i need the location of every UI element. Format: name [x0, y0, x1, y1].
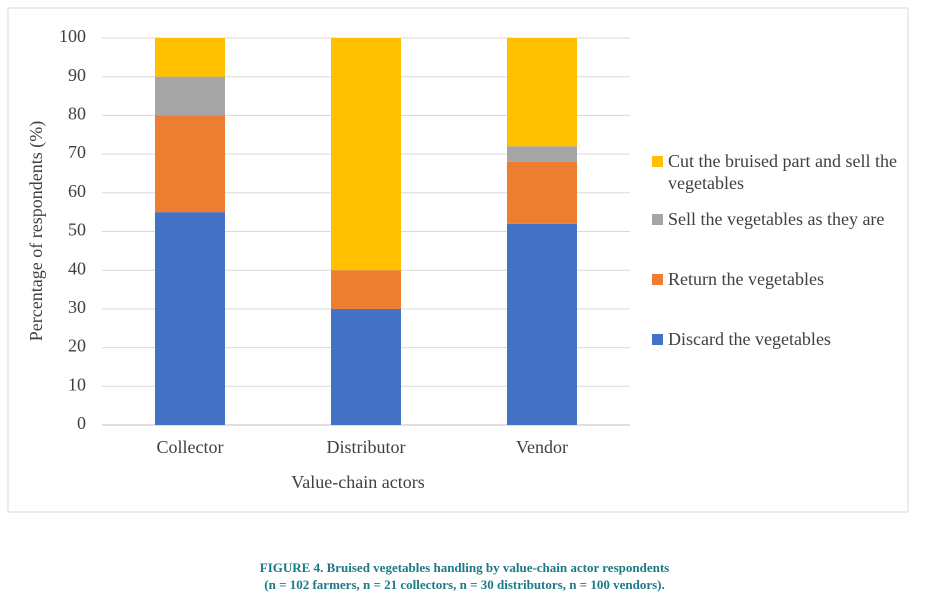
- bar-segment: [155, 38, 225, 77]
- legend-swatch: [652, 214, 663, 225]
- y-tick-label: 80: [68, 104, 86, 124]
- y-tick-label: 70: [68, 142, 86, 162]
- caption: FIGURE 4. Bruised vegetables handling by…: [259, 560, 670, 575]
- bar-segment: [331, 270, 401, 309]
- legend-label: Discard the vegetables: [668, 329, 831, 349]
- legend-swatch: [652, 334, 663, 345]
- legend-label: Return the vegetables: [668, 269, 824, 289]
- bar-segment: [331, 38, 401, 271]
- y-tick-label: 30: [68, 297, 86, 317]
- x-tick-label: Vendor: [516, 437, 568, 457]
- y-tick-label: 40: [68, 258, 86, 278]
- y-tick-label: 20: [68, 336, 86, 356]
- y-tick-label: 10: [68, 374, 86, 394]
- chart-frame: [7, 7, 909, 513]
- bar-segment: [507, 146, 577, 162]
- legend-item: Cut the bruised part and sell the vegeta…: [652, 150, 913, 194]
- x-tick-label: Collector: [157, 437, 224, 457]
- y-tick-label: 50: [68, 220, 86, 240]
- bar-segment: [331, 308, 401, 425]
- legend-label: Sell the vegetables as they are: [668, 209, 885, 229]
- bar-segment: [155, 115, 225, 213]
- legend-swatch: [652, 156, 663, 167]
- x-axis-label: Value-chain actors: [291, 472, 424, 492]
- legend-label: Cut the bruised part and sell the vegeta…: [668, 151, 897, 193]
- y-tick-label: 0: [77, 413, 86, 433]
- legend-item: Discard the vegetables: [652, 328, 913, 350]
- y-tick-label: 60: [68, 181, 86, 201]
- y-tick-label: 100: [59, 26, 86, 46]
- y-axis-label: Percentage of respondents (%): [26, 121, 47, 341]
- legend-swatch: [652, 274, 663, 285]
- bar-segment: [507, 223, 577, 425]
- legend-item: Sell the vegetables as they are: [652, 208, 913, 230]
- bar-segment: [507, 161, 577, 224]
- caption: (n = 102 farmers, n = 21 collectors, n =…: [264, 577, 665, 592]
- y-tick-label: 90: [68, 65, 86, 85]
- bar-segment: [155, 76, 225, 116]
- legend-item: Return the vegetables: [652, 268, 913, 290]
- x-tick-label: Distributor: [327, 437, 406, 457]
- bar-segment: [507, 38, 577, 147]
- bar-segment: [155, 212, 225, 425]
